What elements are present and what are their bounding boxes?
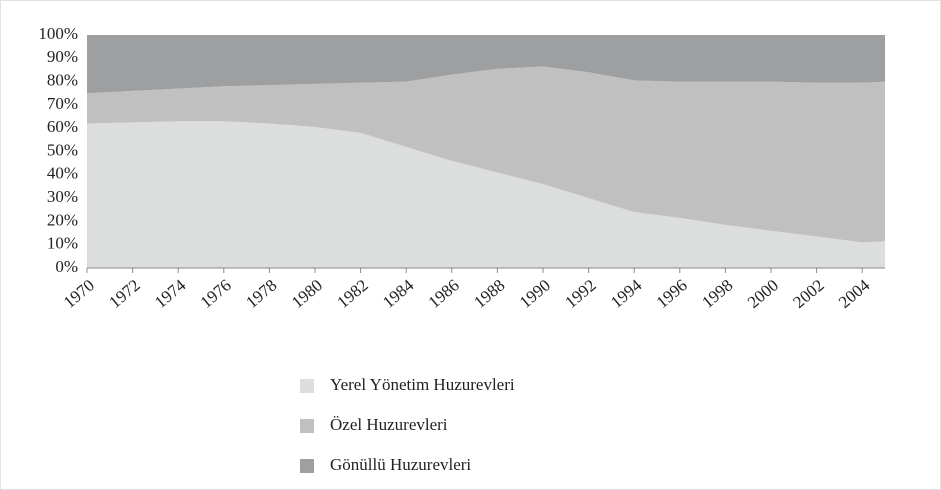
y-tick-label: 60%	[47, 117, 78, 136]
area	[87, 35, 885, 94]
y-tick-label: 30%	[47, 187, 78, 206]
y-tick-label: 80%	[47, 71, 78, 90]
y-tick-label: 40%	[47, 164, 78, 183]
legend-label: Gönüllü Huzurevleri	[330, 455, 471, 474]
y-tick-label: 50%	[47, 140, 78, 159]
legend-swatch	[300, 379, 314, 393]
legend-label: Özel Huzurevleri	[330, 415, 448, 434]
y-tick-label: 20%	[47, 210, 78, 229]
legend-swatch	[300, 459, 314, 473]
y-tick-label: 100%	[38, 24, 78, 43]
y-tick-label: 0%	[55, 257, 78, 276]
legend-label: Yerel Yönetim Huzurevleri	[330, 375, 515, 394]
y-tick-label: 70%	[47, 94, 78, 113]
y-tick-label: 10%	[47, 234, 78, 253]
area	[87, 66, 885, 243]
legend-swatch	[300, 419, 314, 433]
y-tick-label: 90%	[47, 47, 78, 66]
area	[87, 121, 885, 269]
